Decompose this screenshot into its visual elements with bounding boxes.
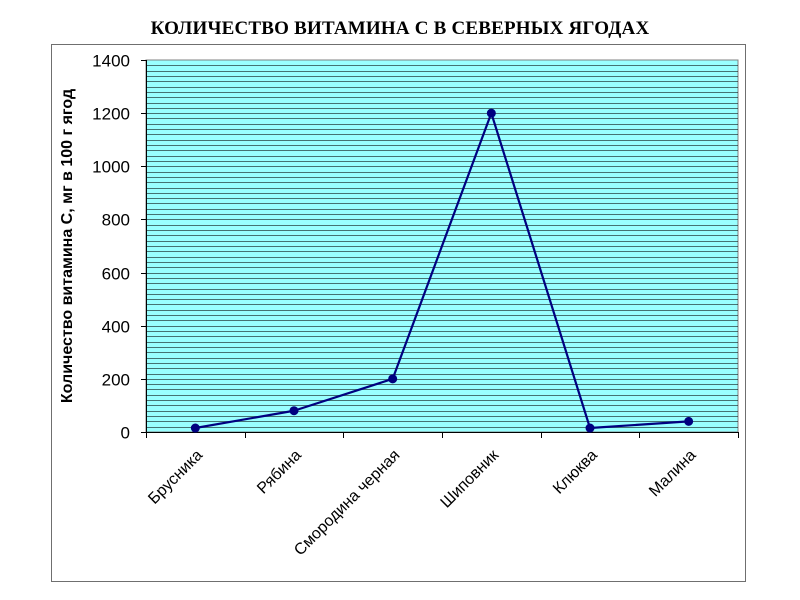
grid-layer <box>146 65 738 428</box>
data-point <box>190 423 200 433</box>
x-tick-label: Малина <box>646 447 699 500</box>
y-tick-label: 1200 <box>92 105 130 124</box>
data-point <box>585 423 595 433</box>
data-point <box>388 374 398 384</box>
axis-layer: 0 200 400 600 800 1000 1200 1400 <box>92 52 739 443</box>
series-layer <box>190 108 694 433</box>
y-tick-label: 1000 <box>92 158 130 177</box>
data-point <box>486 108 496 118</box>
y-tick-label: 400 <box>102 318 130 337</box>
data-point <box>684 416 694 426</box>
y-axis-label: Количество витамина С, мг в 100 г ягод <box>59 89 76 403</box>
chart-title: КОЛИЧЕСТВО ВИТАМИНА С В СЕВЕРНЫХ ЯГОДАХ <box>150 18 650 39</box>
x-tick-label: Смородина черная <box>291 447 403 559</box>
y-tick-label: 0 <box>121 424 130 443</box>
y-tick-label: 200 <box>102 371 130 390</box>
x-tick-label: Шиповник <box>438 446 503 511</box>
series-line <box>195 112 689 430</box>
y-tick-label: 600 <box>102 265 130 284</box>
y-tick-label: 800 <box>102 211 130 230</box>
x-tick-label: Брусника <box>145 447 206 508</box>
data-point <box>289 406 299 416</box>
x-tick-label: Рябина <box>254 447 305 498</box>
x-tick-label: Клюква <box>550 447 601 498</box>
y-tick-label: 1400 <box>92 52 130 71</box>
